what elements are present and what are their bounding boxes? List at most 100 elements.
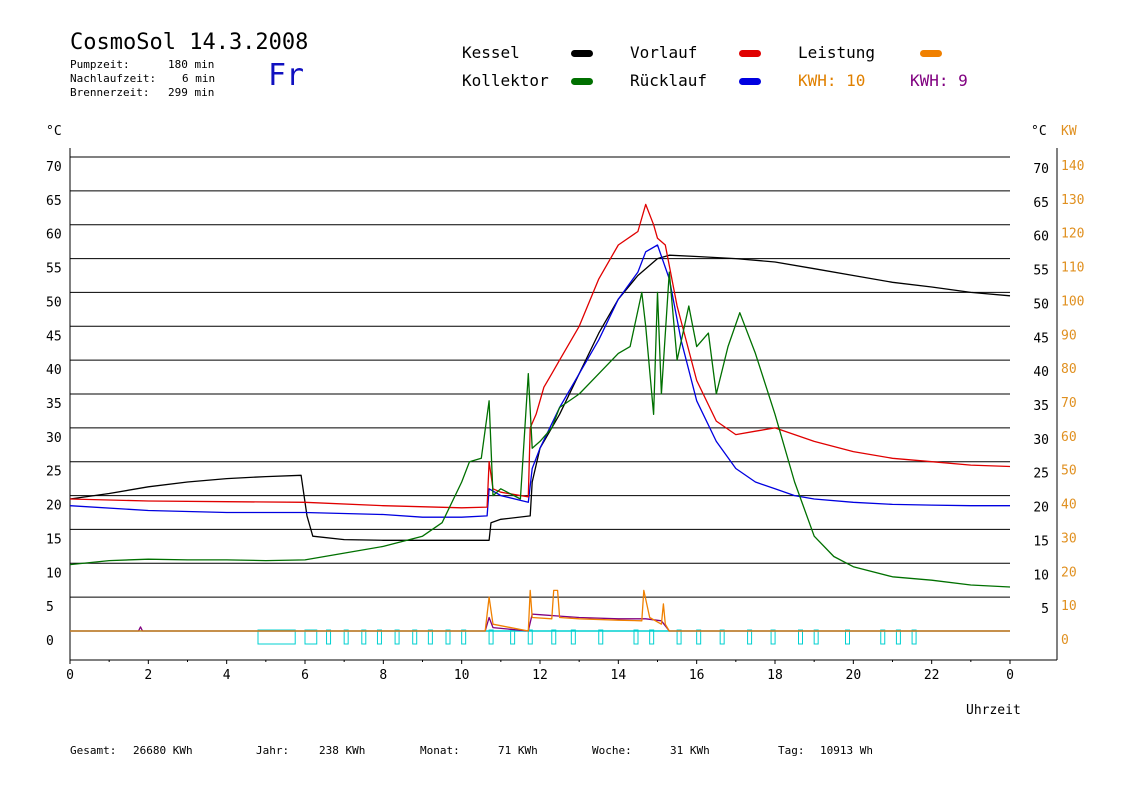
y-tick-label-left: 30 xyxy=(46,431,62,446)
y-tick-label-right-c: 65 xyxy=(1033,196,1049,211)
brenner-time-label: Brennerzeit: xyxy=(70,86,150,99)
y-tick-label-right-c: 40 xyxy=(1033,365,1049,380)
year-value: 238 KWh xyxy=(319,744,366,757)
x-tick-label: 4 xyxy=(223,668,231,683)
pump-on-marker xyxy=(845,629,850,645)
pump-on-marker xyxy=(551,629,557,645)
total-value: 26680 KWh xyxy=(133,744,193,757)
pump-on-marker xyxy=(633,629,639,645)
pump-on-marker xyxy=(770,629,776,645)
legend-kessel-swatch xyxy=(571,50,593,57)
pump-on-marker xyxy=(798,629,803,645)
pump-on-marker xyxy=(696,629,702,645)
x-tick-label: 20 xyxy=(846,668,862,683)
y-tick-label-right-kw: 130 xyxy=(1061,193,1084,208)
y-tick-label-right-kw: 0 xyxy=(1061,633,1069,648)
y-tick-label-left: 35 xyxy=(46,397,62,412)
y-tick-label-left: 0 xyxy=(46,634,54,649)
series-line-kollektor xyxy=(69,271,1011,588)
y-tick-label-left: 10 xyxy=(46,566,62,581)
y-axis-unit-right-c: °C xyxy=(1031,124,1047,139)
y-tick-label-left: 65 xyxy=(46,194,62,209)
y-tick-label-right-c: 60 xyxy=(1033,230,1049,245)
tick-labels: 0 2 4 6 8 10 12 14 16 18 20 22 005101520253035404550… xyxy=(46,124,1084,718)
y-tick-label-left: 60 xyxy=(46,228,62,243)
pump-on-marker xyxy=(598,629,604,645)
y-tick-label-right-c: 10 xyxy=(1033,568,1049,583)
legend-kwh2-label: KWH: 9 xyxy=(910,71,968,90)
legend-leistung-label: Leistung xyxy=(798,43,876,62)
y-tick-label-left: 55 xyxy=(46,262,62,277)
x-tick-label: 14 xyxy=(611,668,627,683)
day-label: Tag: xyxy=(778,744,805,757)
pump-on-marker xyxy=(343,629,349,645)
y-tick-label-right-kw: 100 xyxy=(1061,294,1084,309)
pump-on-marker xyxy=(895,629,901,645)
nachlauf-time-value: 6 min xyxy=(182,72,216,85)
day-value: 10913 Wh xyxy=(820,744,873,757)
pump-on-marker xyxy=(304,629,318,645)
y-tick-label-right-kw: 80 xyxy=(1061,362,1077,377)
x-axis-title: Uhrzeit xyxy=(966,703,1021,718)
y-tick-label-left: 50 xyxy=(46,295,62,310)
legend-kessel-label: Kessel xyxy=(462,43,520,62)
pump-on-marker xyxy=(510,629,516,645)
y-axis-unit-left: °C xyxy=(46,124,62,139)
y-tick-label-right-kw: 140 xyxy=(1061,159,1084,174)
pump-on-marker xyxy=(412,629,418,645)
total-label: Gesamt: xyxy=(70,744,117,757)
pump-time-value: 180 min xyxy=(168,58,215,71)
pump-on-marker xyxy=(527,629,533,645)
legend-ruecklauf-label: Rücklauf xyxy=(630,71,708,90)
x-tick-label: 18 xyxy=(767,668,783,683)
y-tick-label-right-c: 20 xyxy=(1033,501,1049,516)
pump-on-marker xyxy=(719,629,725,645)
y-tick-label-right-c: 70 xyxy=(1033,162,1049,177)
y-tick-label-left: 40 xyxy=(46,363,62,378)
series-line-vorlauf xyxy=(69,203,1011,509)
y-tick-label-left: 70 xyxy=(46,160,62,175)
y-tick-label-right-kw: 70 xyxy=(1061,396,1077,411)
legend-kollektor-swatch xyxy=(571,78,593,85)
y-tick-label-right-c: 25 xyxy=(1033,467,1049,482)
pump-on-marker xyxy=(427,629,433,645)
series-line-ruecklauf xyxy=(69,244,1010,518)
pump-on-marker xyxy=(488,629,494,645)
x-tick-label: 8 xyxy=(379,668,387,683)
y-tick-label-right-c: 55 xyxy=(1033,264,1049,279)
y-tick-label-right-kw: 30 xyxy=(1061,531,1077,546)
month-label: Monat: xyxy=(420,744,460,757)
week-value: 31 KWh xyxy=(670,744,710,757)
y-tick-label-right-c: 50 xyxy=(1033,297,1049,312)
pump-on-marker xyxy=(257,629,296,645)
x-tick-label: 2 xyxy=(144,668,152,683)
pump-on-marker xyxy=(747,629,753,645)
y-tick-label-right-kw: 90 xyxy=(1061,328,1077,343)
pump-on-marker xyxy=(326,629,332,645)
week-label: Woche: xyxy=(592,744,632,757)
x-tick-label: 6 xyxy=(301,668,309,683)
y-tick-label-right-c: 35 xyxy=(1033,399,1049,414)
x-tick-label: 0 xyxy=(66,668,74,683)
pump-on-marker xyxy=(376,629,382,645)
y-tick-label-right-kw: 110 xyxy=(1061,261,1084,276)
pump-status-bar xyxy=(70,629,1010,645)
legend-ruecklauf-swatch xyxy=(739,78,761,85)
x-tick-label: 16 xyxy=(689,668,705,683)
y-tick-label-left: 20 xyxy=(46,499,62,514)
month-value: 71 KWh xyxy=(498,744,538,757)
y-tick-label-right-kw: 60 xyxy=(1061,430,1077,445)
legend-vorlauf-label: Vorlauf xyxy=(630,43,698,62)
y-axis-unit-right-kw: KW xyxy=(1061,124,1077,139)
y-tick-label-right-c: 30 xyxy=(1033,433,1049,448)
y-tick-label-right-kw: 50 xyxy=(1061,464,1077,479)
pump-on-marker xyxy=(649,629,655,645)
x-tick-label: 12 xyxy=(532,668,548,683)
pump-on-marker xyxy=(911,629,917,645)
pump-on-marker xyxy=(570,629,576,645)
pump-on-marker xyxy=(394,629,400,645)
grid-lines xyxy=(70,156,1010,598)
series-line-leistung xyxy=(70,589,1010,632)
legend-leistung-swatch xyxy=(920,50,942,57)
